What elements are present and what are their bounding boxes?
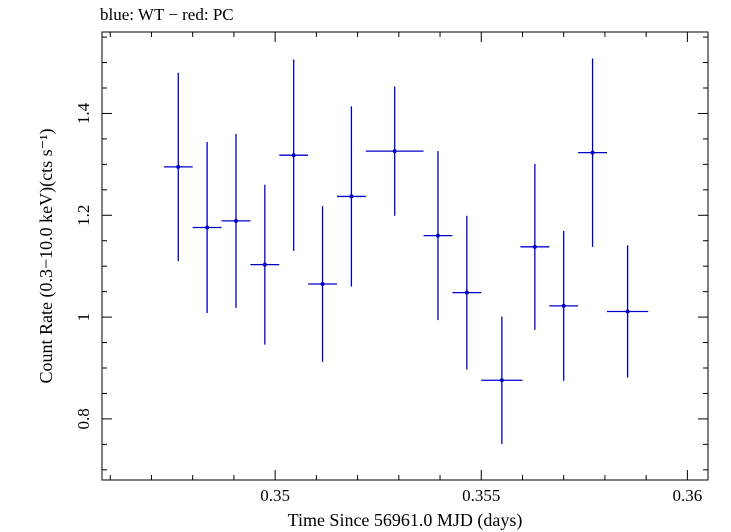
point-marker: [532, 244, 537, 249]
point-marker: [291, 153, 296, 158]
data-point: [423, 151, 453, 321]
data-points-layer: [163, 58, 649, 444]
chart-title: blue: WT − red: PC: [100, 5, 234, 24]
data-point: [452, 215, 482, 370]
data-point: [163, 72, 193, 262]
y-tick-label: 0.8: [74, 408, 93, 429]
y-axis-label: Count Rate (0.3−10.0 keV)(cts s⁻¹): [36, 128, 57, 383]
plot-frame: [101, 31, 709, 481]
point-marker: [176, 164, 181, 169]
y-tick-label: 1.4: [74, 102, 93, 124]
axis-ticks-layer: 0.35 0.355 0.36 0.8 1 1.2 1.4: [74, 32, 708, 505]
y-tick-label: 1.2: [74, 205, 93, 226]
point-marker: [561, 303, 566, 308]
data-point: [221, 133, 251, 308]
x-tick-label: 0.36: [673, 486, 703, 505]
point-marker: [590, 150, 595, 155]
data-point: [520, 163, 550, 330]
x-tick-label: 0.355: [462, 486, 500, 505]
data-point: [578, 58, 607, 247]
point-marker: [499, 378, 504, 383]
point-marker: [233, 218, 238, 223]
point-marker: [205, 225, 210, 230]
point-marker: [349, 194, 354, 199]
point-marker: [392, 149, 397, 154]
point-marker: [625, 309, 630, 314]
data-point: [365, 86, 424, 216]
data-point: [308, 206, 337, 362]
data-point: [279, 59, 309, 251]
data-point: [192, 141, 222, 314]
x-tick-label: 0.35: [260, 486, 290, 505]
data-point: [481, 316, 523, 444]
point-marker: [464, 290, 469, 295]
point-marker: [435, 233, 440, 238]
data-point: [607, 245, 649, 378]
plot-frame-layer: [101, 31, 709, 481]
y-tick-label: 1: [74, 313, 93, 322]
x-axis-label: Time Since 56961.0 MJD (days): [288, 510, 523, 531]
data-point: [336, 106, 366, 287]
data-point: [549, 231, 579, 381]
point-marker: [320, 282, 325, 286]
data-point: [250, 184, 280, 345]
point-marker: [262, 262, 267, 267]
